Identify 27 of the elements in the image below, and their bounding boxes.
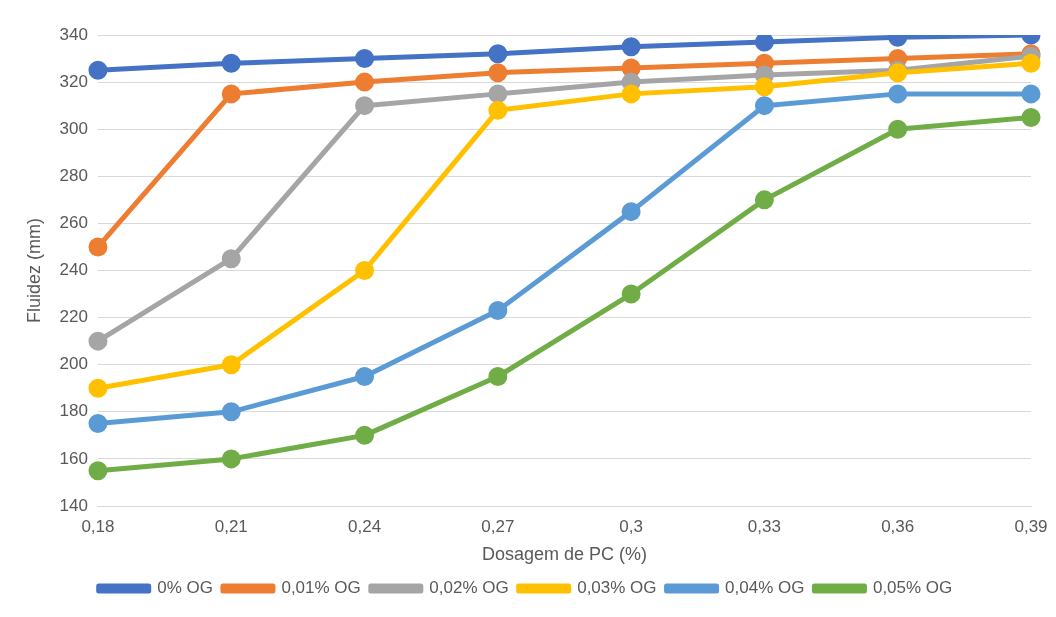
- x-tick-label: 0,33: [747, 516, 781, 536]
- x-tick-label: 0,39: [1014, 516, 1048, 536]
- y-tick-label: 340: [59, 24, 88, 44]
- y-tick-label: 240: [59, 260, 88, 280]
- y-tick-label: 280: [59, 165, 88, 185]
- y-tick-label: 200: [59, 354, 88, 374]
- x-tick-label: 0,21: [214, 516, 248, 536]
- legend-label: 0% OG: [157, 578, 213, 598]
- y-tick-label: 320: [59, 71, 88, 91]
- y-tick-label: 160: [59, 448, 88, 468]
- y-tick-label: 260: [59, 213, 88, 233]
- x-tick-label: 0,24: [348, 516, 382, 536]
- y-tick-label: 180: [59, 401, 88, 421]
- legend-label: 0,01% OG: [281, 578, 361, 598]
- x-tick-label: 0,27: [481, 516, 515, 536]
- y-tick-label: 140: [59, 495, 88, 515]
- y-tick-label: 220: [59, 307, 88, 327]
- x-tick-label: 0,3: [619, 516, 643, 536]
- legend-label: 0,02% OG: [429, 578, 509, 598]
- x-tick-label: 0,36: [881, 516, 915, 536]
- legend-label: 0,04% OG: [725, 578, 805, 598]
- legend-label: 0,05% OG: [872, 578, 953, 598]
- y-axis-title: Fluidez (mm): [23, 217, 44, 324]
- legend-label: 0,03% OG: [577, 578, 657, 598]
- x-tick-label: 0,18: [81, 516, 115, 536]
- x-axis-title: Dosagem de PC (%): [481, 544, 648, 565]
- y-tick-label: 300: [59, 118, 88, 138]
